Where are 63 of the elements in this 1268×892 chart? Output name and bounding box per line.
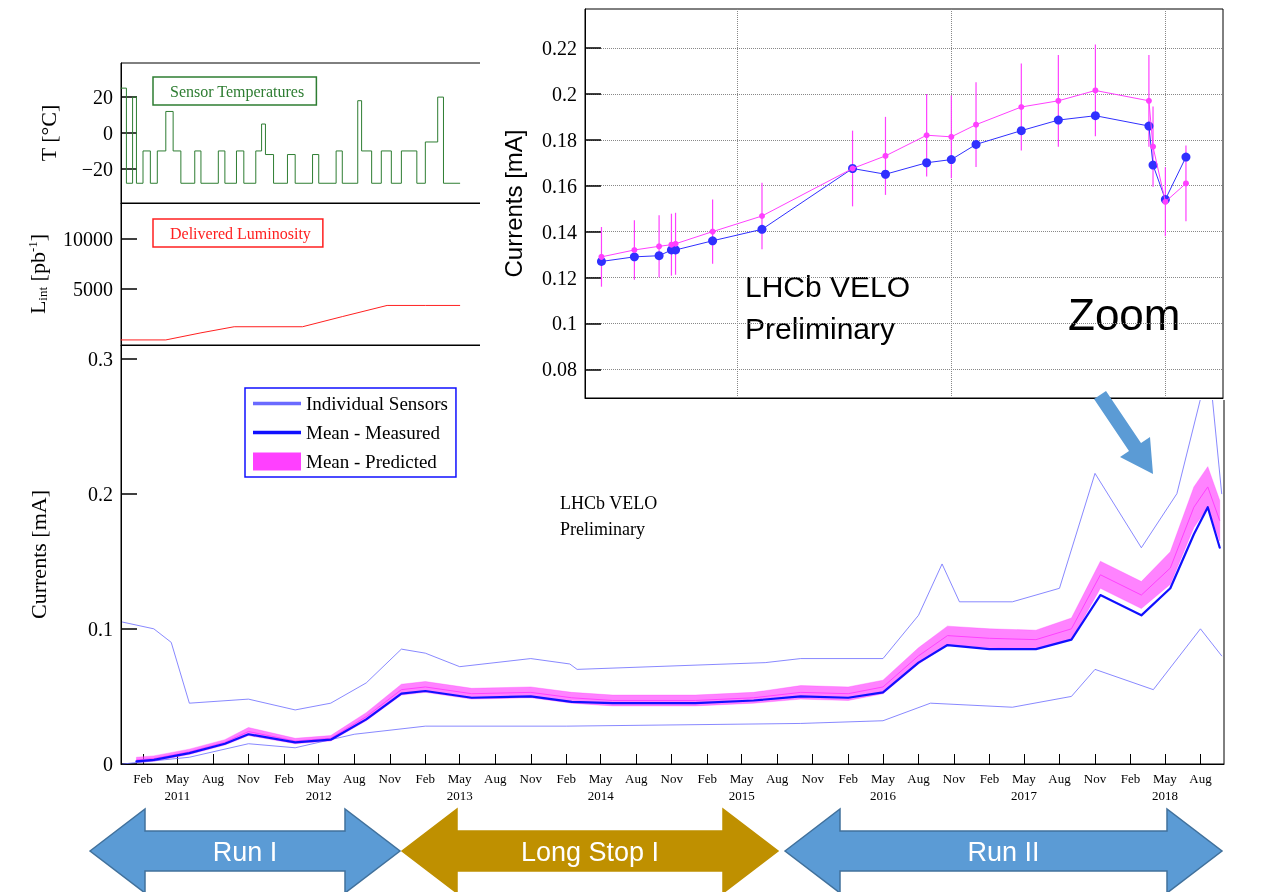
x-tick-label: May 2012	[305, 771, 332, 803]
text: Delivered Luminosity	[170, 224, 311, 243]
x-tick-label: May 2016	[869, 771, 897, 803]
x-tick-label: Feb	[133, 771, 153, 786]
x-tick-label: Aug	[625, 771, 648, 786]
y-tick-label: 5000	[73, 278, 113, 301]
y-axis-title: T [°C]	[35, 104, 61, 162]
x-tick-label: Aug	[907, 771, 931, 786]
annotation: LHCb VELO Preliminary	[560, 493, 658, 539]
x-tick-label: May 2014	[587, 771, 615, 803]
y-tick-label: −20	[81, 157, 113, 180]
y-tick-label: 0.3	[88, 347, 113, 370]
y-tick-label: 0	[103, 753, 113, 775]
x-tick-label: Aug	[1189, 771, 1213, 786]
text: Run II	[967, 837, 1040, 867]
x-tick-label: Feb	[1120, 771, 1141, 786]
legend-label: Mean - Measured	[306, 422, 441, 443]
y-tick-label: 0.14	[542, 220, 577, 243]
y-axis-title: Currents [mA]	[25, 490, 51, 619]
x-tick-label: Nov	[1083, 771, 1107, 786]
text: Run I	[212, 837, 278, 867]
y-tick-label: 0.22	[542, 37, 577, 60]
x-tick-label: May 2013	[446, 771, 473, 803]
y-tick-label: 0.16	[542, 174, 577, 197]
y-tick-label: 0	[103, 122, 113, 144]
y-tick-label: 0.1	[88, 617, 113, 640]
x-tick-label: Feb	[556, 771, 577, 786]
y-axis-title: Currents [mA]	[499, 129, 527, 278]
x-tick-label: Aug	[765, 771, 789, 786]
x-tick-label: Nov	[237, 771, 261, 786]
x-tick-label: Aug	[1048, 771, 1072, 786]
annotation: LHCb VELO Preliminary	[745, 269, 911, 345]
annotation: Zoom	[1068, 289, 1181, 339]
x-tick-label: Feb	[697, 771, 718, 786]
x-tick-label: Aug	[201, 771, 225, 786]
y-axis-title: Lint [pb-1]	[25, 233, 50, 315]
x-tick-label: Feb	[979, 771, 1000, 786]
x-tick-label: Aug	[484, 771, 507, 786]
x-tick-label: Feb	[415, 771, 436, 786]
y-tick-label: 10000	[63, 227, 113, 250]
x-tick-label: Feb	[274, 771, 294, 786]
x-tick-label: May 2018	[1151, 771, 1178, 803]
x-tick-label: Nov	[660, 771, 684, 786]
x-tick-label: May 2011	[164, 771, 191, 803]
y-tick-label: 0.08	[542, 358, 577, 381]
x-tick-label: Nov	[519, 771, 543, 786]
y-tick-label: 0.12	[542, 266, 577, 289]
y-tick-label: 0.18	[542, 128, 577, 151]
y-tick-label: 20	[93, 86, 113, 109]
x-tick-label: Feb	[838, 771, 858, 786]
y-tick-label: 0.1	[552, 312, 577, 335]
series-label: Sensor Temperatures	[170, 82, 305, 101]
legend-label: Individual Sensors	[306, 393, 448, 414]
x-tick-label: May 2015	[728, 771, 755, 803]
y-tick-label: 0.2	[552, 82, 577, 105]
x-tick-label: Nov	[801, 771, 825, 786]
x-tick-label: Nov	[378, 771, 402, 786]
x-tick-label: May 2017	[1010, 771, 1038, 803]
x-tick-label: Nov	[942, 771, 966, 786]
y-tick-label: 0.2	[88, 482, 113, 505]
legend-label: Mean - Predicted	[306, 451, 438, 472]
x-tick-label: Aug	[343, 771, 366, 786]
text: Long Stop I	[520, 837, 660, 867]
